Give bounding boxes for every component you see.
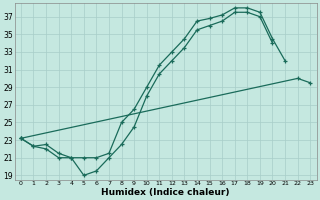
X-axis label: Humidex (Indice chaleur): Humidex (Indice chaleur) xyxy=(101,188,230,197)
